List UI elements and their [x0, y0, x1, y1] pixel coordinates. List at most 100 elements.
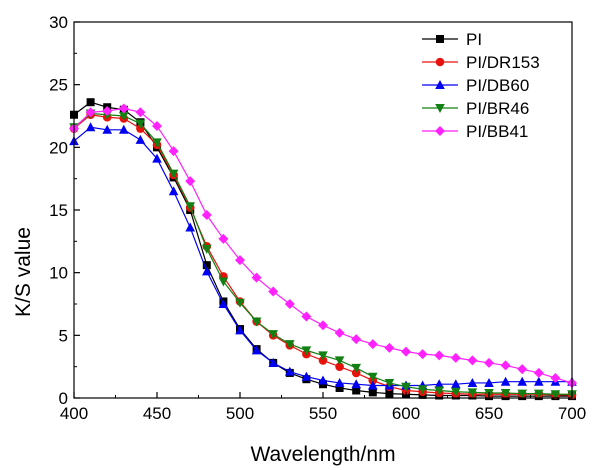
- legend-marker: [436, 35, 444, 43]
- data-point-pi-bb41: [218, 233, 229, 244]
- x-tick-label: 450: [143, 404, 171, 423]
- data-point-pi-db60: [285, 366, 295, 376]
- data-point-pi-bb41: [301, 311, 312, 322]
- data-point-pi-br46: [318, 351, 328, 361]
- legend-label: PI/BR46: [466, 99, 529, 118]
- data-point-pi-dr153: [335, 362, 344, 371]
- legend-label: PI/BB41: [466, 122, 528, 141]
- x-tick-label: 600: [392, 404, 420, 423]
- data-point-pi-bb41: [201, 210, 212, 221]
- data-point-pi-db60: [517, 376, 527, 386]
- x-axis-title: Wavelength/nm: [250, 443, 395, 466]
- data-point-pi-bb41: [168, 146, 179, 157]
- data-point-pi-db60: [268, 357, 278, 367]
- data-point-pi-br46: [135, 119, 146, 129]
- y-tick-label: 25: [49, 76, 68, 95]
- data-point-pi-br46: [550, 390, 561, 400]
- data-point-pi-bb41: [251, 272, 262, 283]
- data-point-pi-br46: [417, 385, 428, 395]
- data-point-pi-br46: [517, 389, 527, 399]
- legend-entry-pi-br46: PI/BR46: [422, 99, 529, 118]
- data-point-pi-db60: [119, 124, 129, 134]
- x-tick-label: 400: [60, 404, 88, 423]
- data-point-pi-br46: [119, 112, 129, 121]
- data-point-pi-bb41: [484, 357, 494, 368]
- data-point-pi-br46: [301, 346, 312, 356]
- legend-marker: [435, 57, 445, 67]
- x-tick-label: 550: [309, 404, 337, 423]
- data-point-pi-bb41: [517, 364, 528, 375]
- data-point-pi-bb41: [152, 121, 162, 132]
- data-point-pi: [335, 383, 344, 392]
- data-point-pi-br46: [401, 382, 411, 392]
- series-layer: [69, 98, 577, 401]
- y-axis-title: K/S value: [12, 227, 35, 317]
- data-point-pi-bb41: [500, 360, 511, 371]
- data-point-pi-db60: [301, 371, 312, 381]
- y-tick-label: 5: [59, 326, 68, 345]
- data-point-pi: [86, 98, 95, 107]
- y-tick-label: 10: [49, 264, 68, 283]
- data-point-pi-bb41: [185, 176, 196, 187]
- data-point-pi-br46: [467, 388, 478, 398]
- data-point-pi-db60: [202, 266, 212, 276]
- y-tick-label: 30: [49, 13, 68, 32]
- data-point-pi-bb41: [268, 286, 279, 297]
- data-point-pi-bb41: [550, 372, 561, 383]
- data-point-pi-db60: [135, 134, 146, 144]
- legend-label: PI/DR153: [466, 53, 540, 72]
- data-point-pi-bb41: [351, 334, 362, 345]
- data-point-pi-br46: [334, 356, 345, 366]
- legend-marker: [435, 126, 445, 136]
- x-tick-label: 500: [226, 404, 254, 423]
- y-tick-label: 20: [49, 138, 68, 157]
- legend: PI PI/DR153 PI/DB60 PI/BR46 PI/BB41: [422, 30, 540, 141]
- data-point-pi-db60: [467, 377, 478, 387]
- data-point-pi-bb41: [318, 320, 328, 331]
- legend-label: PI/DB60: [466, 76, 529, 95]
- data-point-pi-bb41: [434, 350, 445, 361]
- legend-marker: [435, 80, 445, 89]
- data-point-pi-bb41: [135, 107, 146, 118]
- data-point-pi-bb41: [334, 327, 345, 338]
- data-point-pi-db60: [168, 186, 179, 196]
- data-point-pi-br46: [500, 388, 511, 398]
- data-point-pi-br46: [351, 363, 361, 373]
- data-point-pi-br46: [152, 138, 162, 148]
- data-point-pi-br46: [368, 372, 378, 382]
- data-point-pi: [368, 388, 377, 397]
- series-line-pi-db60: [73, 126, 572, 387]
- data-point-pi-br46: [451, 387, 461, 397]
- data-point-pi-db60: [185, 222, 195, 232]
- data-point-pi-bb41: [235, 255, 245, 266]
- data-point-pi-br46: [185, 202, 195, 212]
- data-point-pi-db60: [368, 380, 378, 390]
- legend-label: PI: [466, 30, 482, 49]
- data-point-pi-db60: [500, 376, 511, 386]
- data-point-pi-bb41: [417, 349, 428, 360]
- data-point-pi-bb41: [367, 339, 378, 350]
- data-point-pi-db60: [451, 379, 461, 389]
- legend-entry-pi-db60: PI/DB60: [422, 76, 529, 95]
- data-point-pi-db60: [434, 379, 444, 389]
- x-tick-label: 650: [475, 404, 503, 423]
- data-point-pi-br46: [534, 389, 544, 399]
- data-point-pi-br46: [235, 298, 245, 308]
- data-point-pi-bb41: [401, 346, 411, 357]
- data-point-pi-bb41: [384, 342, 395, 353]
- series-pi-db60: [69, 122, 577, 390]
- data-point-pi-br46: [285, 340, 295, 350]
- data-point-pi-br46: [202, 244, 212, 254]
- data-point-pi: [352, 386, 361, 395]
- data-point-pi-db60: [235, 325, 245, 335]
- y-tick-label: 0: [59, 389, 68, 408]
- data-point-pi-bb41: [467, 355, 478, 366]
- data-point-pi-db60: [251, 345, 262, 355]
- data-point-pi-dr153: [351, 368, 361, 378]
- data-point-pi-br46: [434, 386, 444, 396]
- data-point-pi-bb41: [284, 299, 295, 309]
- data-point-pi-bb41: [85, 107, 96, 118]
- data-point-pi-db60: [218, 299, 229, 308]
- data-point-pi-bb41: [102, 105, 113, 116]
